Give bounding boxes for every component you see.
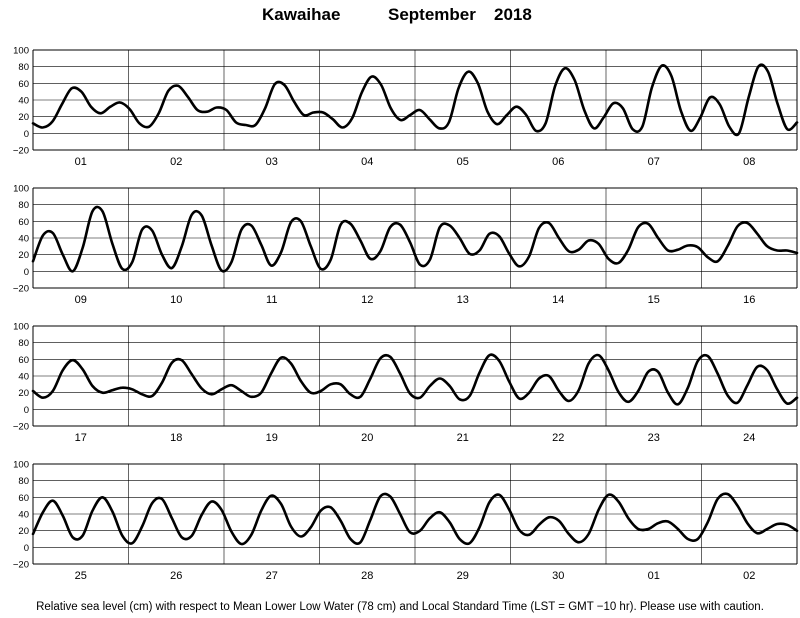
footnote: Relative sea level (cm) with respect to … (36, 601, 764, 613)
y-tick-label: 40 (18, 372, 29, 383)
y-tick-label: 20 (18, 250, 29, 261)
day-label: 22 (552, 432, 564, 444)
day-label: 02 (170, 156, 182, 168)
day-label: 29 (457, 570, 469, 582)
day-label: 30 (552, 570, 564, 582)
y-tick-label: 80 (18, 476, 29, 487)
tide-curve (31, 63, 799, 137)
day-label: 06 (552, 156, 564, 168)
y-tick-label: 60 (18, 79, 29, 90)
day-label: 03 (266, 156, 278, 168)
y-tick-label: 80 (18, 62, 29, 73)
title-month: September (388, 5, 476, 24)
y-tick-label: 100 (13, 460, 29, 471)
y-tick-label: −20 (13, 422, 29, 433)
y-tick-label: 80 (18, 200, 29, 211)
day-label: 12 (361, 294, 373, 306)
day-label: 15 (648, 294, 660, 306)
day-label: 17 (75, 432, 87, 444)
y-tick-label: −20 (13, 560, 29, 571)
y-tick-label: 0 (24, 129, 29, 140)
day-label: 01 (75, 156, 87, 168)
day-label: 25 (75, 570, 87, 582)
y-tick-label: 0 (24, 405, 29, 416)
y-tick-label: 100 (13, 322, 29, 333)
day-label: 16 (743, 294, 755, 306)
station-name: Kawaihae (262, 5, 341, 24)
y-tick-label: 40 (18, 96, 29, 107)
day-label: 05 (457, 156, 469, 168)
y-tick-label: 20 (18, 388, 29, 399)
y-tick-label: 20 (18, 526, 29, 537)
day-label: 11 (266, 294, 277, 306)
tide-curve (31, 492, 799, 546)
y-tick-label: 100 (13, 46, 29, 57)
day-label: 02 (743, 570, 755, 582)
day-label: 10 (170, 294, 182, 306)
day-label: 28 (361, 570, 373, 582)
day-label: 20 (361, 432, 373, 444)
title-year: 2018 (494, 5, 532, 24)
y-tick-label: −20 (13, 284, 29, 295)
day-label: 04 (361, 156, 373, 168)
day-label: 21 (457, 432, 469, 444)
day-label: 13 (457, 294, 469, 306)
day-label: 18 (170, 432, 182, 444)
tide-curve (31, 205, 799, 273)
day-label: 09 (75, 294, 87, 306)
day-label: 26 (170, 570, 182, 582)
day-label: 19 (266, 432, 278, 444)
chart-title: Kawaihae September 2018 (0, 5, 800, 29)
day-label: 23 (648, 432, 660, 444)
day-label: 01 (648, 570, 660, 582)
y-tick-label: 0 (24, 543, 29, 554)
y-tick-label: 60 (18, 217, 29, 228)
day-label: 14 (552, 294, 564, 306)
y-tick-label: 60 (18, 355, 29, 366)
y-tick-label: 40 (18, 234, 29, 245)
day-label: 24 (743, 432, 755, 444)
y-tick-label: 20 (18, 112, 29, 123)
tide-curve (31, 353, 799, 406)
y-tick-label: 60 (18, 493, 29, 504)
day-label: 27 (266, 570, 278, 582)
day-label: 07 (648, 156, 660, 168)
y-tick-label: 80 (18, 338, 29, 349)
y-tick-label: 40 (18, 510, 29, 521)
day-label: 08 (743, 156, 755, 168)
y-tick-label: −20 (13, 146, 29, 157)
y-tick-label: 0 (24, 267, 29, 278)
y-tick-label: 100 (13, 184, 29, 195)
